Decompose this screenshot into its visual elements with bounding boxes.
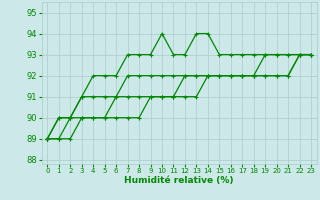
X-axis label: Humidité relative (%): Humidité relative (%): [124, 176, 234, 185]
